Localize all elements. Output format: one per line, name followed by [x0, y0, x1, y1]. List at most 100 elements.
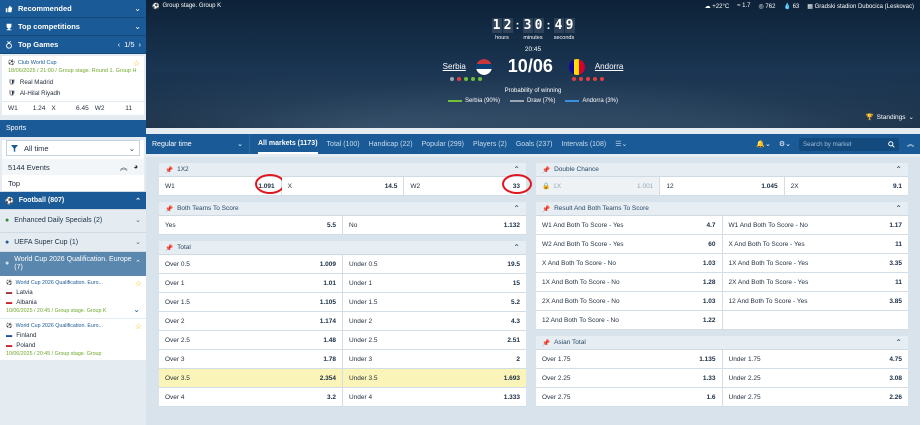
- odds-cell[interactable]: Under 2.25 3.08: [722, 369, 908, 387]
- odds-cell[interactable]: 12 And Both To Score - No 1.22: [536, 311, 723, 329]
- odds-cell[interactable]: 1X And Both To Score - No 1.28: [536, 273, 723, 291]
- team1-link[interactable]: Serbia: [442, 62, 466, 71]
- odds-cell[interactable]: 2X And Both To Score - Yes 11: [722, 273, 908, 291]
- odd-value[interactable]: 1.24: [32, 105, 46, 112]
- odd-value[interactable]: 6.45: [76, 105, 89, 112]
- odds-cell[interactable]: Under 2.75 2.26: [722, 388, 908, 406]
- weather-icon: ☁ +22°C: [704, 3, 730, 10]
- pin-icon[interactable]: 📌: [542, 166, 551, 174]
- pin-icon[interactable]: 📌: [165, 166, 174, 174]
- next-icon[interactable]: ›: [138, 40, 142, 49]
- odds-cell[interactable]: Over 3 1.78: [159, 350, 343, 368]
- odds-cell[interactable]: 1X And Both To Score - Yes 3.35: [722, 254, 908, 272]
- odds-cell[interactable]: W1 1.091: [159, 174, 285, 195]
- featured-match-card[interactable]: ⚽ Club World Cup ☆ 18/06/2025 / 21:00 / G…: [2, 56, 144, 101]
- odds-cell[interactable]: Yes 5.5: [159, 216, 343, 234]
- top-link[interactable]: Top: [2, 175, 144, 191]
- tab-market[interactable]: Players (2): [473, 140, 507, 148]
- odds-cell[interactable]: W2 33: [404, 174, 533, 195]
- odds-cell[interactable]: Over 2.5 1.48: [159, 331, 343, 349]
- match-card[interactable]: ⚽ World Cup 2026 Qualification. Euro... ☆…: [0, 318, 146, 361]
- team2-form-dots: [572, 77, 604, 81]
- market-title: 1X2: [177, 166, 189, 173]
- market-header[interactable]: 📌 Asian Total ⌃: [536, 336, 908, 350]
- sidebar-item-label: UEFA Super Cup (1): [14, 238, 79, 246]
- market-header[interactable]: 📌 Total ⌃: [159, 241, 526, 255]
- bell-icon[interactable]: 🔔⌄: [756, 141, 771, 148]
- chevron-down-icon[interactable]: ⌄: [133, 304, 140, 314]
- match-card[interactable]: ⚽ World Cup 2026 Qualification. Euro... ☆…: [0, 276, 146, 319]
- odds-cell[interactable]: W1 And Both To Score - No 1.17: [722, 216, 908, 234]
- odds-cell[interactable]: 12 1.045: [660, 177, 785, 195]
- odds-cell[interactable]: Over 2.25 1.33: [536, 369, 723, 387]
- period-select[interactable]: Regular time ⌄: [146, 134, 250, 154]
- collapse-icon[interactable]: ︽: [907, 141, 914, 148]
- star-icon[interactable]: ☆: [132, 59, 140, 68]
- tab-market[interactable]: Goals (237): [515, 140, 553, 148]
- odds-cell[interactable]: X 14.5: [281, 177, 405, 195]
- flag-icon: ▬: [6, 299, 13, 306]
- odds-cell[interactable]: Over 1.75 1.135: [536, 350, 723, 368]
- pin-icon[interactable]: 📌: [542, 339, 551, 347]
- recommended-header[interactable]: Recommended ⌄: [0, 0, 146, 18]
- odds-cell[interactable]: Over 3.5 2.354: [159, 369, 343, 387]
- outcome-label: Over 2.5: [165, 336, 190, 344]
- market-search-input[interactable]: Search by market: [799, 137, 899, 151]
- odds-cell[interactable]: Over 2.75 1.6: [536, 388, 723, 406]
- pin-icon[interactable]: 📌: [542, 205, 551, 213]
- star-icon[interactable]: ☆: [134, 279, 142, 288]
- odds-value: 1.78: [323, 355, 336, 363]
- odds-cell[interactable]: No 1.132: [343, 216, 526, 234]
- odds-cell[interactable]: Under 4 1.333: [343, 388, 526, 406]
- tab-market[interactable]: Handicap (22): [368, 140, 413, 148]
- odds-cell[interactable]: X And Both To Score - Yes 11: [722, 235, 908, 253]
- odds-cell[interactable]: Under 3.5 1.693: [343, 369, 526, 387]
- market-header[interactable]: 📌 Both Teams To Score ⌃: [159, 202, 526, 216]
- odds-cell[interactable]: Over 1 1.01: [159, 274, 343, 292]
- market-header[interactable]: 📌 Result And Both Teams To Score ⌃: [536, 202, 908, 216]
- odds-cell[interactable]: Under 1.75 4.75: [722, 350, 908, 368]
- sidebar-item-enhanced[interactable]: ● Enhanced Daily Specials (2) ⌄: [0, 209, 146, 232]
- odds-cell[interactable]: Under 0.5 19.5: [343, 255, 526, 273]
- outcome-label: Under 3: [349, 355, 373, 363]
- odds-cell[interactable]: Under 1.5 5.2: [343, 293, 526, 311]
- odds-cell[interactable]: 12 And Both To Score - Yes 3.85: [722, 292, 908, 310]
- prev-icon[interactable]: ‹: [117, 40, 121, 49]
- collapse-icon[interactable]: ︽: [119, 162, 128, 172]
- odds-cell[interactable]: Over 2 1.174: [159, 312, 343, 330]
- gear-icon[interactable]: ⚙⌄: [778, 141, 791, 148]
- odds-cell[interactable]: 2X 9.1: [784, 177, 908, 195]
- odds-cell[interactable]: Under 2 4.3: [343, 312, 526, 330]
- standings-button[interactable]: 🏆 Standings ⌄: [866, 113, 914, 122]
- odds-cell[interactable]: W1 And Both To Score - Yes 4.7: [536, 216, 723, 234]
- sidebar-item-football[interactable]: ⚽ Football (807) ⌃: [0, 191, 146, 209]
- sidebar-item-uefa-super-cup[interactable]: ● UEFA Super Cup (1) ⌄: [0, 232, 146, 251]
- odds-cell[interactable]: Under 2.5 2.51: [343, 331, 526, 349]
- odds-value: 5.2: [510, 298, 520, 306]
- odds-cell[interactable]: 2X And Both To Score - No 1.03: [536, 292, 723, 310]
- odds-cell[interactable]: Under 1 15: [343, 274, 526, 292]
- pin-icon[interactable]: 📌: [165, 244, 174, 252]
- tab-market[interactable]: Popular (299): [421, 140, 465, 148]
- team2-link[interactable]: Andorra: [594, 62, 624, 71]
- market-header[interactable]: 📌 Double Chance ⌃: [536, 163, 908, 177]
- flag-icon: ▬: [6, 341, 13, 349]
- market-header[interactable]: 📌 1X2 ⌃: [159, 163, 526, 177]
- time-filter-select[interactable]: All time ⌄: [6, 140, 140, 156]
- sidebar-item-wc-qualification[interactable]: ● World Cup 2026 Qualification. Europe (…: [0, 251, 146, 276]
- star-icon[interactable]: ☆: [134, 321, 142, 331]
- odd-value[interactable]: 11: [125, 105, 133, 112]
- top-competitions-header[interactable]: Top competitions ⌄: [0, 18, 146, 36]
- odds-cell[interactable]: W2 And Both To Score - Yes 60: [536, 235, 723, 253]
- odds-cell[interactable]: Under 3 2: [343, 350, 526, 368]
- odds-cell[interactable]: Over 4 3.2: [159, 388, 343, 406]
- globe-icon[interactable]: ◕: [133, 161, 138, 171]
- tab-market[interactable]: Intervals (108): [561, 140, 607, 148]
- odds-cell[interactable]: X And Both To Score - No 1.03: [536, 254, 723, 272]
- odds-cell[interactable]: Over 0.5 1.009: [159, 255, 343, 273]
- pin-icon[interactable]: 📌: [165, 205, 174, 213]
- menu-icon[interactable]: ☰⌄: [615, 141, 628, 148]
- tab-market[interactable]: Total (100): [326, 140, 360, 148]
- odds-cell[interactable]: Over 1.5 1.105: [159, 293, 343, 311]
- tab-market[interactable]: All markets (1173): [258, 134, 318, 154]
